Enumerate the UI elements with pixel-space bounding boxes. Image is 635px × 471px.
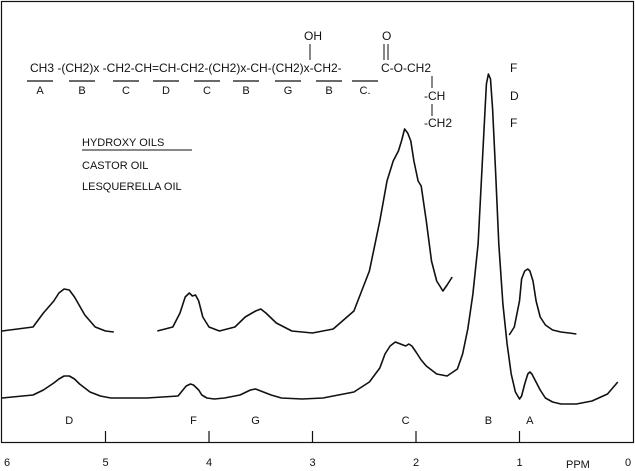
glycerol-ch2: -CH2 xyxy=(424,116,452,130)
ester-linkage: C-O-CH2 xyxy=(381,61,431,75)
plot-frame xyxy=(0,0,635,444)
x-axis-label: PPM xyxy=(566,459,590,471)
structure-group-letter: C xyxy=(203,85,211,97)
structure-formula-row: CH3 -(CH2)x -CH2-CH=CH-CH2-(CH2)x-CH-(CH… xyxy=(30,61,342,75)
x-tick-label: 1 xyxy=(516,457,522,469)
x-tick-label: 0 xyxy=(625,457,631,469)
glycerol-letter-middle: D xyxy=(510,89,519,103)
x-axis-ticks: 6 5 4 3 2 1 0 xyxy=(4,431,631,469)
peak-label: G xyxy=(251,415,260,427)
legend-heading: HYDROXY OILS xyxy=(82,137,164,149)
glycerol-letter-top: F xyxy=(510,61,517,75)
peak-label: B xyxy=(485,415,492,427)
x-tick-label: 4 xyxy=(206,457,212,469)
glycerol-ch: -CH xyxy=(424,89,445,103)
peak-label: A xyxy=(526,415,534,427)
structure-group-letter: C xyxy=(122,85,130,97)
x-tick-label: 6 xyxy=(4,457,10,469)
legend-entry-castor: CASTOR OIL xyxy=(82,160,148,172)
spectrum-upper-segment-d xyxy=(1,288,114,333)
peak-label: F xyxy=(190,415,197,427)
spectra-traces xyxy=(1,73,619,405)
structure-group-letter: B xyxy=(325,85,332,97)
spectrum-upper-segment-a xyxy=(508,268,577,336)
legend: HYDROXY OILS CASTOR OIL LESQUERELLA OIL xyxy=(82,137,192,193)
structure-group-letter: C. xyxy=(360,85,371,97)
x-tick-label: 5 xyxy=(102,457,108,469)
legend-entry-lesquerella: LESQUERELLA OIL xyxy=(82,181,182,193)
structure-formula: CH3 -(CH2)x -CH2-CH=CH-CH2-(CH2)x-CH-(CH… xyxy=(30,29,519,130)
x-tick-label: 2 xyxy=(413,457,419,469)
structure-group-letter: A xyxy=(36,85,44,97)
structure-group-letter: D xyxy=(162,85,170,97)
glycerol-letter-bottom: F xyxy=(510,116,517,130)
hydroxyl-label: OH xyxy=(304,29,322,43)
peak-label: C xyxy=(402,415,410,427)
spectrum-upper-segment-fgc xyxy=(157,128,453,334)
structure-group-letter: B xyxy=(78,85,85,97)
carbonyl-oxygen-label: O xyxy=(382,29,391,43)
x-tick-label: 3 xyxy=(309,457,315,469)
structure-group-letters: A B C D C B G B C. xyxy=(27,80,378,97)
structure-group-letter: G xyxy=(284,85,293,97)
peak-label: D xyxy=(65,415,73,427)
spectrum-lower-trace xyxy=(1,73,619,405)
structure-group-letter: B xyxy=(242,85,249,97)
